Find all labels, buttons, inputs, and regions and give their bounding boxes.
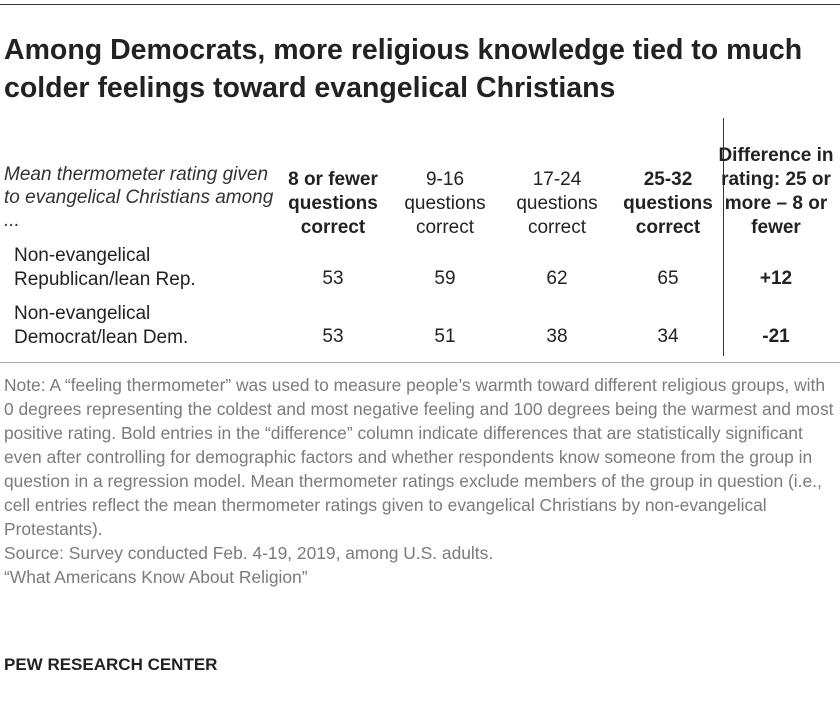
cell: 53 [322,326,344,347]
brand: PEW RESEARCH CENTER [4,655,218,674]
cell: 53 [322,268,344,289]
cell: 59 [434,268,456,289]
notes: Note: A “feeling thermometer” was used t… [4,373,836,589]
column-header: Difference in rating: 25 or more – 8 or … [718,145,834,238]
divider [723,118,724,356]
title: Among Democrats, more religious knowledg… [4,34,803,104]
column-header: 17-24 questions correct [516,169,598,238]
row-label: Non-evangelical Democrat/lean Dem. [14,303,189,348]
cell: 34 [657,326,679,347]
row-label: Non-evangelical Republican/lean Rep. [14,245,196,290]
cell: 51 [434,326,456,347]
cell: -21 [762,326,790,347]
cell: 62 [546,268,568,289]
table-rule [0,362,840,363]
column-header: 9-16 questions correct [404,169,486,238]
column-header: 8 or fewer questions correct [288,169,378,238]
table-stub: Mean thermometer rating given to evangel… [4,164,274,231]
report-title: “What Americans Know About Religion” [4,567,308,587]
note: Note: A “feeling thermometer” was used t… [4,375,834,539]
top-rule [0,4,840,5]
source: Source: Survey conducted Feb. 4-19, 2019… [4,543,494,563]
cell: 38 [546,326,568,347]
column-header: 25-32 questions correct [623,169,713,238]
cell: 65 [657,268,679,289]
cell: +12 [759,268,793,289]
